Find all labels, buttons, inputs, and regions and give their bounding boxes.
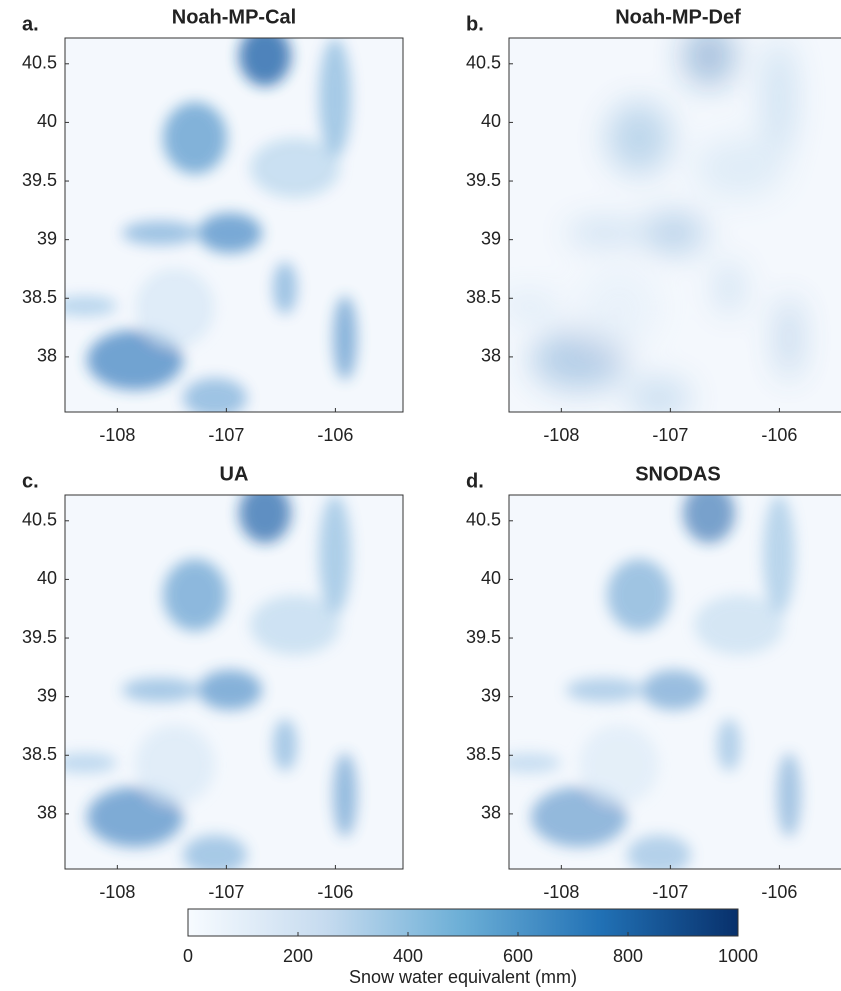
panel-title: UA <box>220 463 249 485</box>
map-panel: -108 -107 -106 38 38.5 39 39.5 40 40.5 SNODAS d. <box>466 463 841 902</box>
map-panel: -108 -107 -106 38 38.5 39 39.5 40 40.5 Noah-MP-Ca… <box>22 6 404 445</box>
x-tick-label: -107 <box>652 425 688 445</box>
map-field <box>65 495 403 869</box>
y-tick-label: 40.5 <box>466 510 501 530</box>
map-panel: -108 -107 -106 38 38.5 39 39.5 40 40.5 UA c. <box>22 463 404 902</box>
axes-box <box>508 37 841 413</box>
y-tick-label: 40.5 <box>466 53 501 73</box>
x-tick-label: -108 <box>99 425 135 445</box>
y-tick-label: 38 <box>37 803 57 823</box>
map-field <box>65 38 403 412</box>
x-tick-label: -108 <box>543 882 579 902</box>
colorbar <box>187 908 739 937</box>
x-tick-label: -108 <box>99 882 135 902</box>
map-panel: -108 -107 -106 38 38.5 39 39.5 40 40.5 Noah-MP-De… <box>466 6 841 445</box>
y-tick-label: 39.5 <box>22 170 57 190</box>
colorbar-tick-label: 0 <box>183 946 193 966</box>
axes-box <box>64 494 404 870</box>
x-tick-label: -108 <box>543 425 579 445</box>
y-tick-label: 40.5 <box>22 510 57 530</box>
x-tick-label: -106 <box>317 882 353 902</box>
x-tick-label: -107 <box>208 882 244 902</box>
x-tick-label: -107 <box>652 882 688 902</box>
map-field <box>509 38 841 412</box>
y-tick-label: 39 <box>481 228 501 248</box>
panel-label: b. <box>466 13 484 35</box>
y-tick-label: 38.5 <box>22 287 57 307</box>
y-tick-label: 40.5 <box>22 53 57 73</box>
y-tick-label: 38 <box>481 803 501 823</box>
colorbar-tick-label: 400 <box>393 946 423 966</box>
y-tick-label: 40 <box>481 111 501 131</box>
panel-title: Noah-MP-Def <box>615 6 741 28</box>
colorbar-tick-label: 800 <box>613 946 643 966</box>
y-tick-label: 38.5 <box>466 744 501 764</box>
y-tick-label: 38 <box>37 346 57 366</box>
y-tick-label: 38.5 <box>22 744 57 764</box>
colorbar-label: Snow water equivalent (mm) <box>349 967 577 987</box>
panel-title: SNODAS <box>635 463 721 485</box>
y-tick-label: 40 <box>37 111 57 131</box>
y-tick-label: 39 <box>481 685 501 705</box>
map-field <box>509 495 841 869</box>
y-tick-label: 40 <box>37 568 57 588</box>
axes-box <box>64 37 404 413</box>
y-tick-label: 39 <box>37 685 57 705</box>
x-tick-label: -106 <box>761 425 797 445</box>
panel-label: a. <box>22 13 39 35</box>
colorbar-tick-label: 600 <box>503 946 533 966</box>
panel-label: c. <box>22 470 39 492</box>
x-tick-label: -107 <box>208 425 244 445</box>
x-tick-label: -106 <box>317 425 353 445</box>
panel-title: Noah-MP-Cal <box>172 6 296 28</box>
y-tick-label: 38 <box>481 346 501 366</box>
y-tick-label: 40 <box>481 568 501 588</box>
y-tick-label: 39 <box>37 228 57 248</box>
panel-label: d. <box>466 470 484 492</box>
axes-box <box>508 494 841 870</box>
colorbar-tick-label: 200 <box>283 946 313 966</box>
y-tick-label: 39.5 <box>466 627 501 647</box>
colorbar-tick-label: 1000 <box>718 946 758 966</box>
y-tick-label: 39.5 <box>22 627 57 647</box>
y-tick-label: 38.5 <box>466 287 501 307</box>
y-tick-label: 39.5 <box>466 170 501 190</box>
x-tick-label: -106 <box>761 882 797 902</box>
